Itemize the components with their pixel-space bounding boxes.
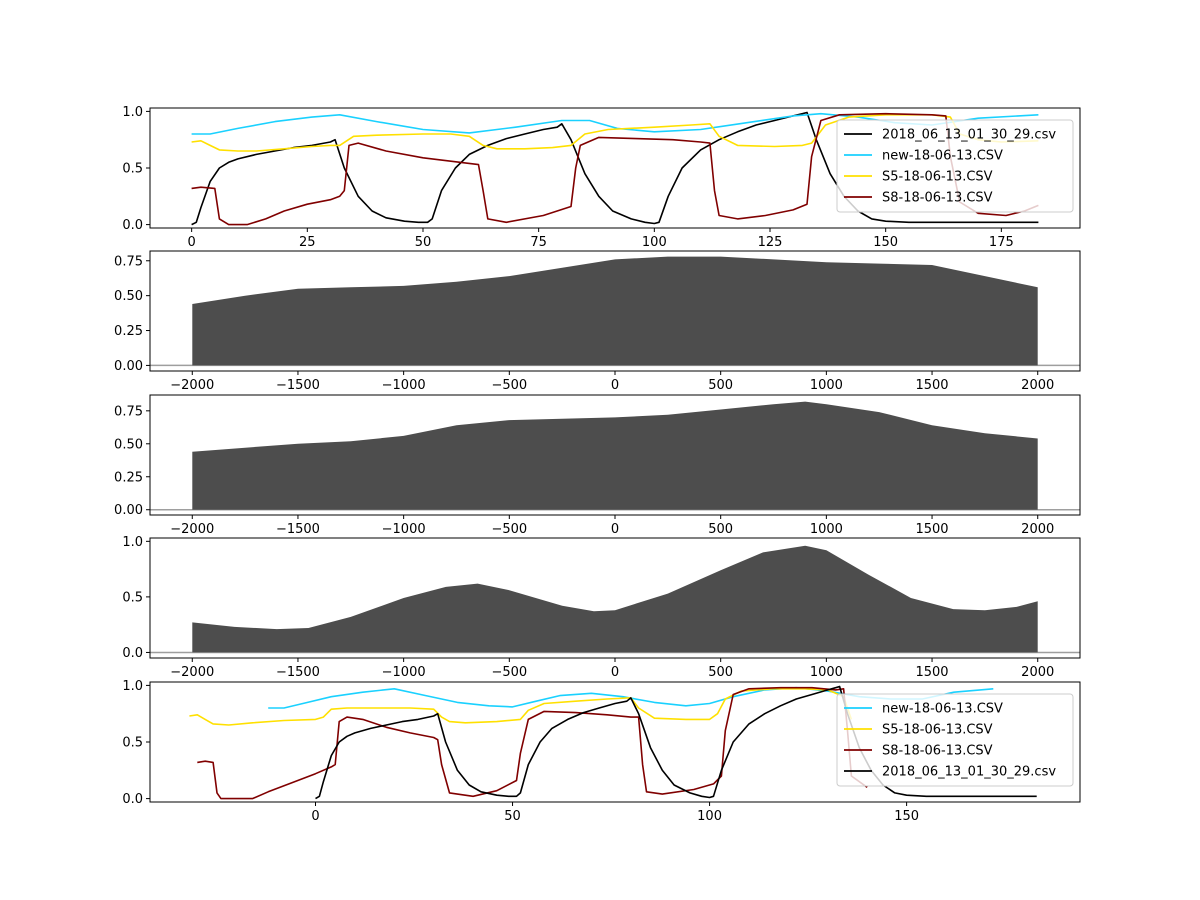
x-tick-label: 1000 xyxy=(810,522,843,537)
legend: 2018_06_13_01_30_29.csv new-18-06-13.CSV S… xyxy=(836,119,1074,213)
y-tick-label: 0.0 xyxy=(122,646,143,661)
series-line-2 xyxy=(189,687,853,726)
subplot-4: −2000 −1500 −1000 −500 0 500 1000 1500 2000 0.0 0.… xyxy=(122,535,1081,680)
x-tick-label: 500 xyxy=(708,665,733,680)
y-tick-label: 0.50 xyxy=(114,437,143,452)
x-tick-label: 500 xyxy=(708,522,733,537)
y-tick-label: 0.50 xyxy=(114,289,143,304)
y-tick-label: 1.0 xyxy=(122,535,143,550)
subplot-5: 0 50 100 150 0.0 0.5 1.0 new-18-06-13.CSV S5-18-… xyxy=(122,679,1081,824)
legend-label: S8-18-06-13.CSV xyxy=(882,191,993,206)
subplot-3: −2000 −1500 −1000 −500 0 500 1000 1500 2000 0.00 0… xyxy=(114,394,1081,537)
x-tick-label: 50 xyxy=(415,235,432,250)
x-tick-label: 25 xyxy=(299,235,316,250)
x-tick-label: 75 xyxy=(530,235,547,250)
subplot-1: 0 25 50 75 100 125 150 175 0.0 0.5 1.0 2018_06_13_0… xyxy=(122,105,1081,250)
legend-label: new-18-06-13.CSV xyxy=(882,702,1003,717)
area-fill xyxy=(192,256,1038,366)
x-tick-label: 0 xyxy=(611,665,619,680)
x-tick-label: −500 xyxy=(491,378,527,393)
series-line-4 xyxy=(315,685,1037,800)
x-tick-label: 100 xyxy=(697,809,722,824)
x-tick-label: 2000 xyxy=(1021,665,1054,680)
legend-label: 2018_06_13_01_30_29.csv xyxy=(882,765,1056,780)
plot-area xyxy=(150,401,1080,511)
x-tick-label: −500 xyxy=(491,665,527,680)
x-tick-label: 100 xyxy=(642,235,667,250)
area-fill xyxy=(192,545,1038,653)
area-fill xyxy=(192,401,1038,510)
series-line-3 xyxy=(197,686,868,800)
plot-area xyxy=(150,256,1080,367)
x-tick-label: 150 xyxy=(894,809,919,824)
x-tick-label: 1500 xyxy=(915,665,948,680)
x-tick-label: 125 xyxy=(758,235,783,250)
legend-label: S5-18-06-13.CSV xyxy=(882,170,993,185)
legend-label: 2018_06_13_01_30_29.csv xyxy=(882,128,1056,143)
x-tick-label: −1000 xyxy=(382,522,426,537)
x-tick-label: 1000 xyxy=(810,665,843,680)
legend-box xyxy=(836,119,1074,213)
y-tick-label: 0.5 xyxy=(122,736,143,751)
x-tick-label: −1500 xyxy=(276,378,320,393)
x-tick-label: 0 xyxy=(611,378,619,393)
series-line-2 xyxy=(191,112,1039,135)
x-tick-label: 2000 xyxy=(1021,522,1054,537)
series-line-4 xyxy=(191,112,1039,226)
x-tick-label: 50 xyxy=(504,809,521,824)
y-tick-label: 1.0 xyxy=(122,105,143,120)
y-tick-label: 1.0 xyxy=(122,679,143,694)
y-tick-label: 0.25 xyxy=(114,324,143,339)
y-tick-label: 0.75 xyxy=(114,404,143,419)
x-tick-label: 500 xyxy=(708,378,733,393)
y-tick-label: 0.25 xyxy=(114,470,143,485)
series-line-3 xyxy=(191,114,1039,152)
legend-box xyxy=(836,693,1074,787)
x-tick-label: 1500 xyxy=(915,378,948,393)
x-tick-label: −1000 xyxy=(382,665,426,680)
x-tick-label: 0 xyxy=(311,809,319,824)
y-tick-label: 0.00 xyxy=(114,359,143,374)
y-tick-label: 0.00 xyxy=(114,503,143,518)
x-tick-label: −1000 xyxy=(382,378,426,393)
y-tick-label: 0.5 xyxy=(122,590,143,605)
y-tick-label: 0.75 xyxy=(114,254,143,269)
x-tick-label: 0 xyxy=(611,522,619,537)
y-tick-label: 0.0 xyxy=(122,218,143,233)
x-tick-label: 150 xyxy=(873,235,898,250)
legend: new-18-06-13.CSV S5-18-06-13.CSV S8-18-06-… xyxy=(836,693,1074,787)
x-tick-label: −2000 xyxy=(170,378,214,393)
subplot-2: −2000 −1500 −1000 −500 0 500 1000 1500 2000 0.00 0… xyxy=(114,250,1081,393)
plot-area xyxy=(150,545,1080,654)
y-tick-label: 0.5 xyxy=(122,162,143,177)
x-tick-label: 1000 xyxy=(810,378,843,393)
x-tick-label: −1500 xyxy=(276,665,320,680)
x-tick-label: 1500 xyxy=(915,522,948,537)
x-tick-label: −2000 xyxy=(170,665,214,680)
x-tick-label: 0 xyxy=(188,235,196,250)
x-tick-label: −2000 xyxy=(170,522,214,537)
x-tick-label: 175 xyxy=(989,235,1014,250)
x-tick-label: −1500 xyxy=(276,522,320,537)
x-tick-label: 2000 xyxy=(1021,378,1054,393)
legend-label: S8-18-06-13.CSV xyxy=(882,744,993,759)
x-tick-label: −500 xyxy=(491,522,527,537)
plot-area xyxy=(191,111,1039,226)
y-tick-label: 0.0 xyxy=(122,792,143,807)
legend-label: new-18-06-13.CSV xyxy=(882,149,1003,164)
legend-label: S5-18-06-13.CSV xyxy=(882,723,993,738)
